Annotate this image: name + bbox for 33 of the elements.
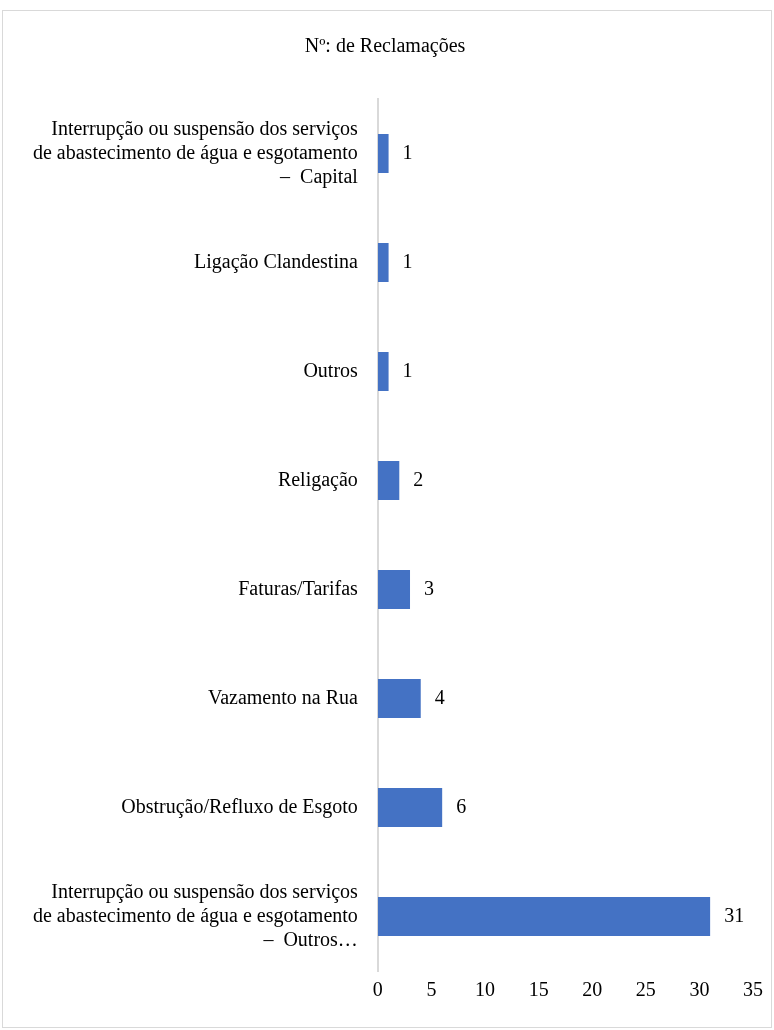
- y-tick-label: Interrupção ou suspensão dos serviços de abastecimento de água e esgotamento – Capital: [32, 116, 359, 188]
- data-label: 1: [402, 358, 413, 381]
- y-tick-label: Vazamento na Rua: [207, 685, 358, 708]
- data-label: 1: [402, 140, 413, 163]
- x-tick-label: 5: [426, 978, 437, 1001]
- bar: [377, 569, 411, 610]
- y-tick-label: Ligação Clandestina: [194, 249, 358, 273]
- data-label: 4: [434, 685, 445, 708]
- y-tick-label: Outros: [303, 358, 359, 381]
- bar: [377, 460, 400, 501]
- bar: [377, 242, 389, 283]
- x-tick-label: 15: [528, 978, 549, 1001]
- x-tick-label: 10: [475, 978, 496, 1001]
- y-tick-label: Interrupção ou suspensão dos serviços de abastecimento de água e esgotamento – Outros…: [32, 879, 359, 950]
- data-label: 31: [724, 903, 745, 926]
- data-label: 6: [456, 794, 467, 817]
- data-label: 1: [402, 249, 413, 272]
- data-label: 2: [413, 467, 424, 490]
- bar: [377, 133, 389, 174]
- bar: [377, 787, 443, 828]
- y-tick-label: Obstrução/Refluxo de Esgoto: [121, 794, 358, 818]
- chart-title: Nº: de Reclamações: [304, 34, 466, 58]
- y-tick-label: Religação: [277, 467, 358, 491]
- x-tick-label: 25: [635, 978, 656, 1001]
- x-tick-label: 35: [743, 978, 763, 1001]
- bar: [377, 351, 389, 392]
- bar: [377, 896, 711, 937]
- x-tick-label: 30: [689, 978, 710, 1001]
- bar: [377, 678, 421, 719]
- data-label: 3: [424, 576, 435, 599]
- x-tick-label: 0: [372, 978, 383, 1001]
- y-tick-label: Faturas/Tarifas: [238, 576, 359, 599]
- x-tick-label: 20: [582, 978, 603, 1001]
